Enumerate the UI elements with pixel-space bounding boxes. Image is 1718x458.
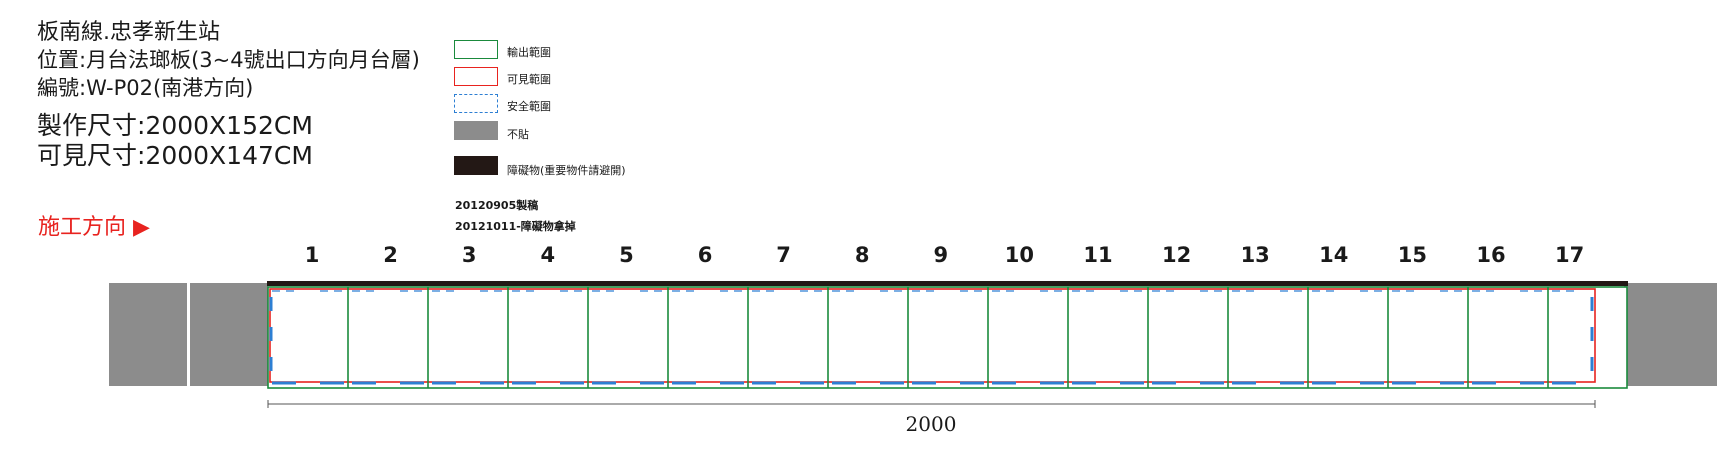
panel-number: 14	[1319, 243, 1349, 267]
panel-number: 2	[383, 243, 398, 267]
panel-number: 4	[540, 243, 556, 267]
legend-no-paste-swatch	[454, 121, 498, 140]
panel-number: 10	[1004, 243, 1034, 267]
visible-range-frame	[269, 288, 1596, 383]
location-text: 位置:月台法瑯板(3~4號出口方向月台層)	[37, 48, 420, 72]
legend-obstacle-swatch	[454, 156, 498, 175]
panel-number: 3	[461, 243, 477, 267]
legend-safe-label: 安全範圍	[507, 100, 551, 113]
output-range-frame	[267, 286, 1628, 389]
code-text: 編號:W-P02(南港方向)	[37, 76, 254, 100]
panel-number: 12	[1161, 243, 1192, 267]
panel-number: 6	[697, 243, 713, 267]
legend-no-paste-label: 不貼	[507, 128, 529, 141]
top-obstacle-bar	[267, 281, 1628, 286]
panel-number: 1	[304, 243, 320, 267]
revision-note: 20120905製稿	[455, 199, 539, 212]
construction-direction-label: 施工方向 ▶	[38, 215, 150, 240]
legend-output-swatch	[454, 40, 498, 59]
legend-safe-swatch	[454, 94, 498, 113]
legend-visible-swatch	[454, 67, 498, 86]
legend-obstacle-label: 障礙物(重要物件請避開)	[507, 164, 626, 177]
visible-size: 可見尺寸:2000X147CM	[37, 141, 313, 170]
revision-note: 20121011-障礙物拿掉	[455, 220, 576, 233]
no-paste-area-left-outer	[109, 283, 187, 386]
production-size: 製作尺寸:2000X152CM	[37, 111, 313, 140]
legend-output-label: 輸出範圍	[507, 46, 551, 59]
panel-number: 15	[1397, 243, 1427, 267]
panel-number: 7	[776, 243, 791, 267]
panel-number: 9	[933, 243, 949, 267]
panel-number: 5	[619, 243, 634, 267]
panel-number: 11	[1083, 243, 1113, 267]
panel-number: 17	[1554, 243, 1585, 267]
no-paste-area-left-inner	[190, 283, 268, 386]
total-width-label: 2000	[905, 412, 957, 436]
legend-visible-label: 可見範圍	[507, 73, 551, 86]
no-paste-area-right	[1624, 283, 1717, 386]
wall-body	[268, 287, 1627, 388]
station-name: 板南線.忠孝新生站	[37, 20, 220, 45]
panel-number: 16	[1476, 243, 1506, 267]
panel-number: 13	[1240, 243, 1270, 267]
panel-number: 8	[854, 243, 870, 267]
